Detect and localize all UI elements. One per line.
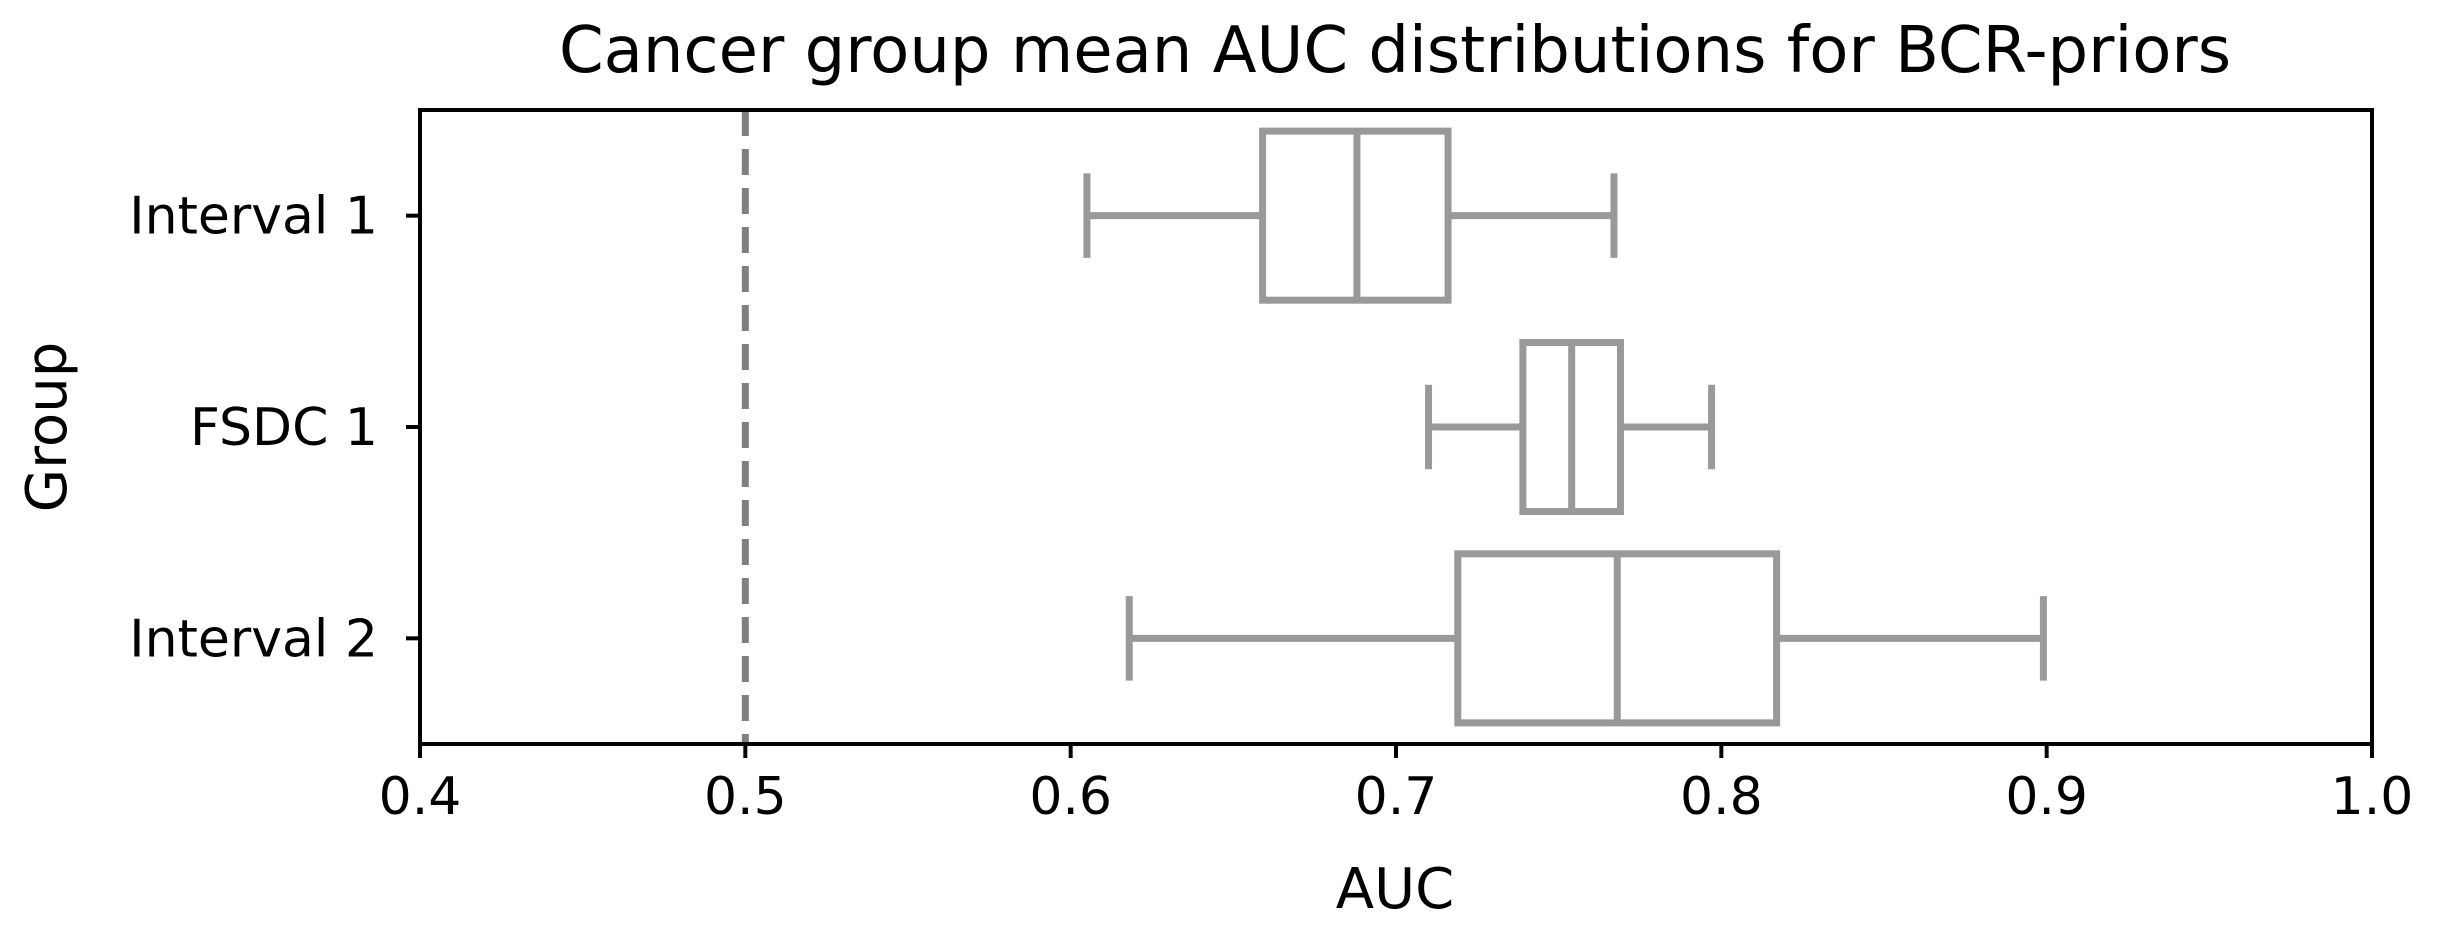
y-tick-label: FSDC 1	[190, 398, 378, 458]
x-tick-label: 1.0	[2331, 767, 2414, 827]
y-tick-label: Interval 2	[129, 609, 378, 669]
box-group	[1125, 550, 2047, 727]
box-group	[1083, 127, 1618, 304]
x-axis-label: AUC	[1336, 857, 1454, 922]
box-group	[1425, 338, 1716, 516]
x-tick-label: 0.4	[379, 767, 462, 827]
y-axis-label: Group	[15, 342, 80, 513]
x-axis: 0.4 0.5 0.6 0.7 0.8 0.9 1.0	[379, 744, 2414, 827]
x-tick-label: 0.7	[1355, 767, 1438, 827]
y-axis: Interval 1 FSDC 1 Interval 2	[129, 187, 420, 669]
plot-area	[741, 110, 2047, 744]
x-tick-label: 0.6	[1029, 767, 1112, 827]
y-tick-label: Interval 1	[129, 187, 378, 247]
chart-title: Cancer group mean AUC distributions for …	[559, 14, 2231, 88]
x-tick-label: 0.9	[2005, 767, 2088, 827]
x-tick-label: 0.8	[1680, 767, 1763, 827]
x-tick-label: 0.5	[704, 767, 787, 827]
